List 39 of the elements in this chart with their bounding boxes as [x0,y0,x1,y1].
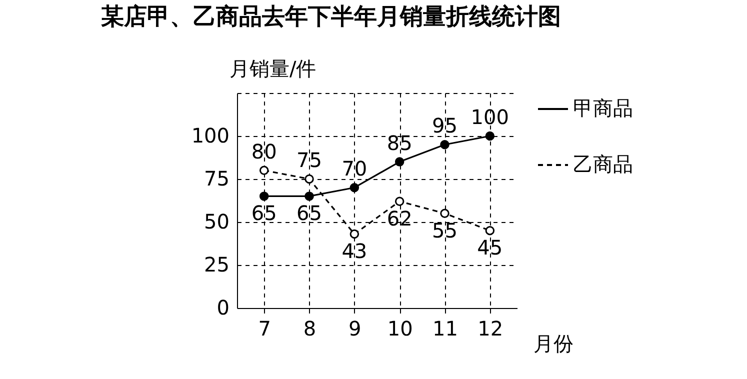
y-tick-label: 75 [204,166,230,190]
legend-label: 甲商品 [573,96,633,120]
data-label: 65 [296,201,322,226]
point [259,166,269,176]
x-tick-label: 11 [432,316,458,340]
y-tick-label: 0 [216,296,230,320]
data-label: 62 [386,206,412,230]
x-tick-label: 8 [303,316,316,340]
x-tick-label: 9 [348,316,362,340]
data-label: 100 [470,105,509,129]
data-label: 43 [342,239,368,264]
y-tick-label: 100 [191,124,230,148]
y-axis-title: 月销量/件 [230,56,316,80]
data-label: 45 [477,236,503,260]
x-tick-label: 7 [258,316,271,340]
point [394,196,404,206]
legend-label: 乙商品 [573,152,633,176]
data-label: 65 [251,201,277,226]
data-label: 70 [342,156,368,181]
data-label: 75 [296,148,322,172]
point [440,208,450,218]
point [394,157,404,166]
x-tick-label: 12 [478,316,504,340]
data-label: 95 [432,114,458,138]
point [259,192,269,201]
data-label: 55 [432,218,458,242]
point [485,226,495,236]
point [440,140,450,150]
y-tick-label: 25 [204,252,230,276]
y-tick-label: 50 [204,210,230,234]
point [304,192,314,201]
data-label: 80 [251,139,277,164]
x-tick-label: 10 [387,316,413,340]
point [350,182,360,192]
x-axis-title: 月份 [534,332,574,356]
point [485,131,495,141]
chart-title: 某店甲、乙商品去年下半年月销量折线统计图 [100,3,561,30]
point [350,229,360,239]
point [304,174,314,184]
